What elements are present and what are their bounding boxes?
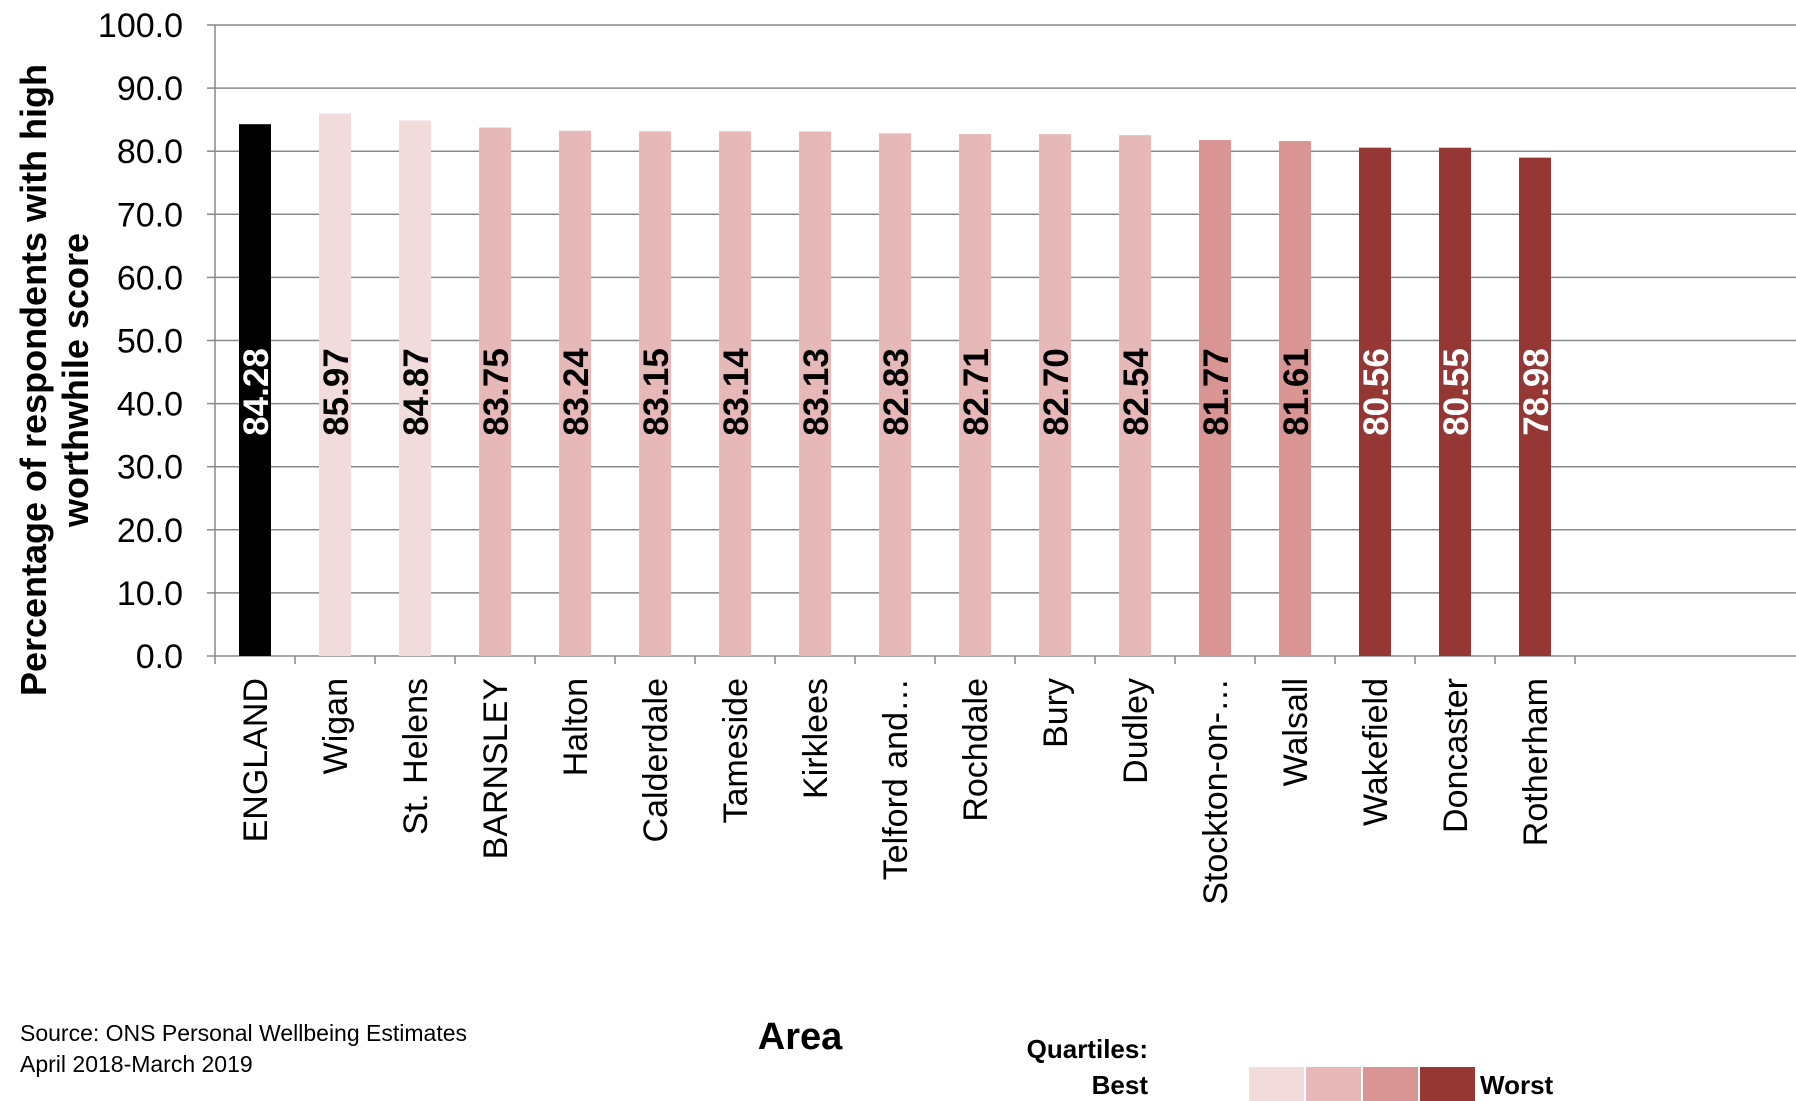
legend-worst-label: Worst (1480, 1070, 1554, 1100)
bar (1039, 134, 1071, 657)
x-tick-label: St. Helens (397, 678, 435, 835)
x-axis-title: Area (757, 1016, 843, 1058)
bar (799, 131, 831, 656)
data-label: 84.87 (397, 348, 436, 436)
bar (399, 120, 431, 657)
data-label: 80.55 (1437, 348, 1476, 436)
data-label: 82.71 (957, 348, 996, 436)
y-tick-label: 100.0 (98, 7, 183, 45)
data-label: 85.97 (317, 348, 356, 436)
legend-swatch-q3 (1363, 1067, 1418, 1101)
x-tick-label: BARNSLEY (477, 678, 515, 859)
source-line-2: April 2018-March 2019 (20, 1051, 253, 1077)
x-tick-label: Tameside (717, 678, 755, 824)
bar (1279, 141, 1311, 656)
x-tick-label: Wigan (317, 678, 355, 774)
y-tick-label: 60.0 (117, 259, 183, 297)
data-label: 83.14 (717, 348, 756, 436)
data-label: 82.54 (1117, 348, 1156, 436)
x-tick-label: ENGLAND (237, 678, 275, 842)
legend-swatch-q4 (1420, 1067, 1475, 1101)
data-label: 83.24 (557, 348, 596, 436)
x-tick-label: Stockton-on-… (1197, 678, 1235, 905)
bar (1519, 157, 1551, 656)
x-tick-label: Walsall (1277, 678, 1315, 786)
y-axis-title: Percentage of respondents with high wort… (13, 63, 96, 697)
legend-swatch-q1 (1249, 1067, 1304, 1101)
bar (559, 130, 591, 656)
bar (1199, 140, 1231, 656)
data-label: 82.83 (877, 348, 916, 436)
data-label: 80.56 (1357, 348, 1396, 436)
y-axis-title-wrap: Percentage of respondents with high wort… (0, 0, 110, 760)
x-tick-label: Doncaster (1437, 678, 1475, 833)
x-tick-label: Wakefield (1357, 678, 1395, 826)
bar (319, 113, 351, 656)
y-tick-label: 10.0 (117, 575, 183, 613)
legend-swatch-q2 (1306, 1067, 1361, 1101)
legend-best-label: Best (1091, 1070, 1148, 1100)
y-tick-label: 40.0 (117, 386, 183, 424)
bar (1119, 135, 1151, 656)
x-tick-label: Telford and… (877, 678, 915, 880)
y-tick-label: 20.0 (117, 512, 183, 550)
y-tick-label: 70.0 (117, 196, 183, 234)
legend-title: Quartiles: (1026, 1034, 1148, 1064)
source-line-1: Source: ONS Personal Wellbeing Estimates (20, 1020, 467, 1046)
x-tick-label: Calderdale (637, 678, 675, 842)
y-tick-label: 90.0 (117, 70, 183, 108)
x-tick-label: Bury (1037, 678, 1075, 748)
y-tick-label: 0.0 (136, 638, 183, 676)
x-tick-label: Dudley (1117, 678, 1155, 784)
x-tick-label: Rochdale (957, 678, 995, 822)
bar (479, 127, 511, 657)
bar (639, 131, 671, 657)
data-label: 84.28 (237, 348, 276, 436)
data-label: 83.13 (797, 348, 836, 436)
y-tick-label: 80.0 (117, 133, 183, 171)
data-label: 78.98 (1517, 348, 1556, 436)
y-tick-label: 30.0 (117, 449, 183, 487)
bar (879, 133, 911, 656)
x-tick-label: Halton (557, 678, 595, 776)
bar (959, 134, 991, 656)
data-label: 83.75 (477, 348, 516, 436)
bar (719, 131, 751, 656)
x-tick-label: Rotherham (1517, 678, 1555, 846)
bar (1359, 147, 1391, 657)
data-label: 83.15 (637, 348, 676, 436)
data-label: 81.77 (1197, 348, 1236, 436)
bar (1439, 147, 1471, 657)
y-tick-label: 50.0 (117, 323, 183, 361)
bar (239, 124, 271, 657)
data-label: 82.70 (1037, 348, 1076, 436)
x-tick-label: Kirklees (797, 678, 835, 799)
source-note: Source: ONS Personal Wellbeing Estimates… (20, 1018, 467, 1080)
data-label: 81.61 (1277, 348, 1316, 436)
